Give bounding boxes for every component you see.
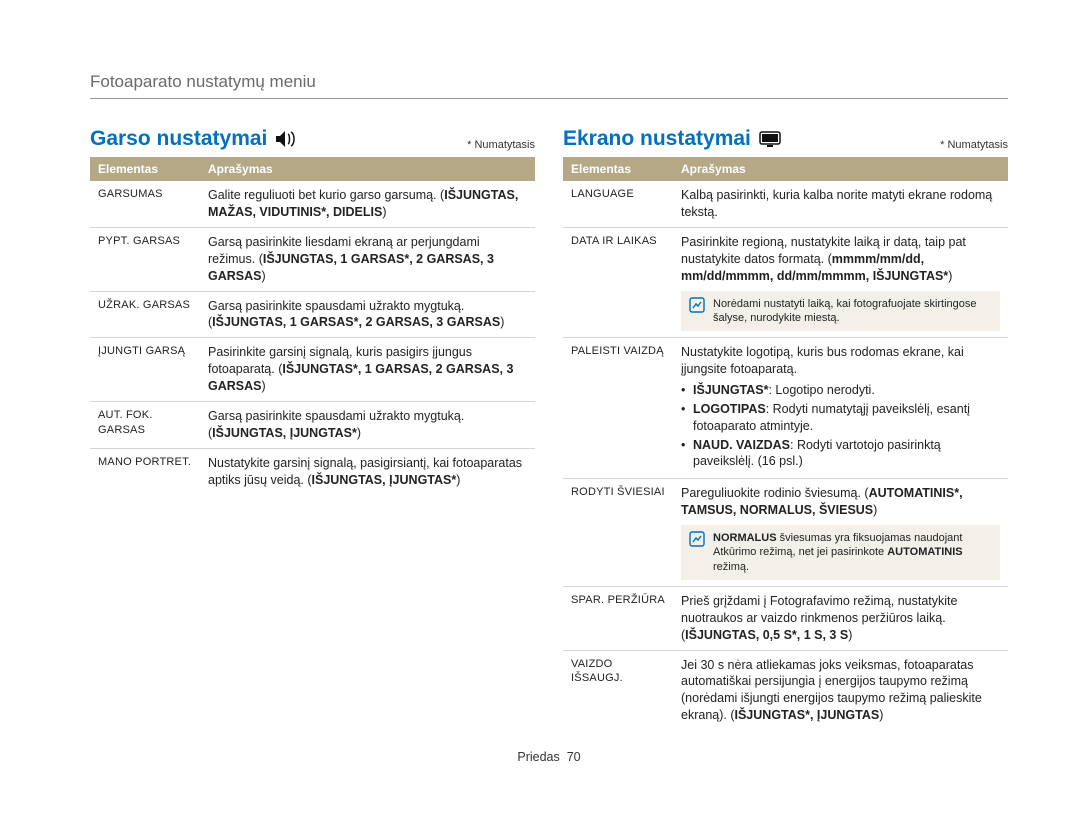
list-item: NAUD. VAIZDAS: Rodyti vartotojo pasirink… — [681, 437, 1000, 471]
page-footer: Priedas 70 — [90, 750, 1008, 764]
list-item: LOGOTIPAS: Rodyti numatytąjį paveikslėlį… — [681, 401, 1000, 435]
list-item: IŠJUNGTAS*: Logotipo nerodyti. — [681, 382, 1000, 399]
display-icon — [759, 130, 781, 148]
speaker-icon — [275, 130, 297, 148]
display-settings-table: Elementas Aprašymas Language Kalbą pasir… — [563, 157, 1008, 730]
note-box: Norėdami nustatyti laiką, kai fotografuo… — [681, 291, 1000, 332]
col-header-description: Aprašymas — [200, 157, 535, 181]
note-text: Norėdami nustatyti laiką, kai fotografuo… — [713, 297, 992, 326]
table-row: Pypt. garsasGarsą pasirinkite liesdami e… — [90, 227, 535, 291]
table-row: Įjungti garsąPasirinkite garsinį signalą… — [90, 338, 535, 402]
table-row: Aut. fok. garsasGarsą pasirinkite spausd… — [90, 401, 535, 448]
note-box: NORMALUS šviesumas yra fiksuojamas naudo… — [681, 525, 1000, 580]
col-header-element: Elementas — [90, 157, 200, 181]
table-row: Paleisti vaizdą Nustatykite logotipą, ku… — [563, 338, 1008, 479]
col-header-description: Aprašymas — [673, 157, 1008, 181]
default-note: * Numatytasis — [467, 139, 535, 151]
sound-settings-table: Elementas Aprašymas GarsumasGalite regul… — [90, 157, 535, 494]
breadcrumb: Fotoaparato nustatymų meniu — [90, 72, 1008, 99]
table-row: Vaizdo išsaugj. Jei 30 s nėra atliekamas… — [563, 650, 1008, 730]
table-row: GarsumasGalite reguliuoti bet kurio gars… — [90, 181, 535, 227]
table-row: Mano portret.Nustatykite garsinį signalą… — [90, 448, 535, 494]
table-row: Language Kalbą pasirinkti, kuria kalba n… — [563, 181, 1008, 227]
table-row: Spar. peržiūra Prieš grįždami į Fotograf… — [563, 586, 1008, 650]
table-row: Užrak. garsasGarsą pasirinkite spausdami… — [90, 291, 535, 338]
sound-settings-title: Garso nustatymai — [90, 127, 267, 151]
display-settings-column: Ekrano nustatymai * Numatytasis Elementa… — [563, 127, 1008, 730]
sound-settings-column: Garso nustatymai * Numatytasis Elementas… — [90, 127, 535, 730]
note-icon — [689, 297, 705, 326]
display-settings-title: Ekrano nustatymai — [563, 127, 751, 151]
default-note: * Numatytasis — [940, 139, 1008, 151]
note-icon — [689, 531, 705, 574]
table-row: Data ir laikas Pasirinkite regioną, nust… — [563, 227, 1008, 337]
table-row: Rodyti šviesiai Pareguliuokite rodinio š… — [563, 479, 1008, 587]
note-text: NORMALUS šviesumas yra fiksuojamas naudo… — [713, 531, 992, 574]
col-header-element: Elementas — [563, 157, 673, 181]
